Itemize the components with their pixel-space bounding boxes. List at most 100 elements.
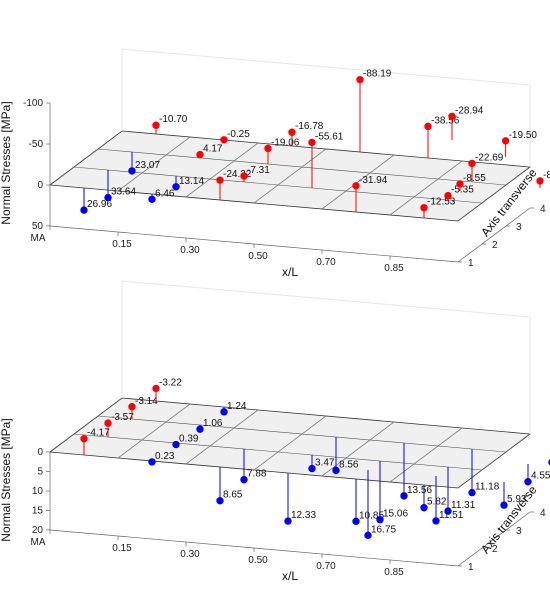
data-point [524, 478, 532, 486]
data-label: 1.06 [203, 418, 223, 429]
data-point [444, 191, 452, 200]
data-point [308, 138, 316, 147]
data-label: 0.39 [179, 434, 199, 445]
plane-grid-line-x [389, 427, 463, 483]
data-label: -38.56 [431, 115, 460, 126]
data-point [332, 466, 340, 475]
data-label: -8.59 [543, 170, 550, 181]
data-point [352, 182, 360, 190]
z-axis-title: Normal Stresses [MPa] [0, 418, 13, 541]
data-point [220, 408, 228, 416]
data-label: 16.75 [371, 524, 396, 535]
data-point [216, 176, 224, 184]
data-point [128, 403, 136, 411]
plane-grid-line-x [253, 148, 327, 204]
data-point [80, 206, 88, 214]
data-point [104, 193, 112, 202]
x-tick-label: 0.30 [180, 245, 200, 256]
data-label: 15.06 [383, 509, 408, 520]
plane-grid-line-y [73, 166, 483, 204]
x-axis-title: x/L [282, 265, 298, 279]
z-tick-label: 50 [32, 221, 44, 232]
data-label: -0.25 [227, 129, 250, 140]
data-point [148, 195, 156, 203]
data-label: -24.22 [223, 169, 252, 180]
data-label: 13.56 [407, 485, 432, 496]
data-label: 4.55 [531, 471, 550, 482]
z-tick-label: 0 [37, 180, 43, 191]
y-tick-label: 1 [468, 258, 474, 269]
plane-grid-line-y [97, 148, 507, 186]
y-tick-label: 1 [468, 562, 474, 573]
data-label: 11.51 [439, 510, 464, 521]
data-point [152, 121, 160, 129]
data-label: 4.17 [203, 144, 223, 155]
data-label: -3.22 [159, 377, 182, 388]
data-label: 5.82 [427, 497, 447, 508]
data-point [536, 177, 544, 185]
x-tick-label: 0.85 [384, 263, 404, 274]
y-tick-label: 4 [540, 204, 546, 215]
x-tick-label: 0.15 [112, 239, 132, 250]
data-point [216, 497, 224, 505]
data-label: -28.94 [455, 105, 484, 116]
x-tick-label: 0.70 [316, 257, 336, 268]
x-axis-line [49, 529, 459, 567]
y-tick-label: 2 [492, 544, 498, 555]
plane-grid-line-x [389, 160, 463, 216]
box-edge [121, 48, 531, 86]
z-tick-label: 5 [37, 467, 43, 478]
x-tick-label: 0.85 [384, 567, 404, 578]
data-point [104, 419, 112, 427]
data-label: 26.96 [87, 199, 112, 210]
data-point [468, 488, 476, 497]
data-label: -12.53 [427, 197, 456, 208]
data-point [308, 464, 316, 473]
plane-grid-line-y [73, 433, 483, 471]
data-point [444, 507, 452, 515]
y-tick-label: 3 [516, 222, 522, 233]
data-point [456, 180, 464, 188]
data-label: -31.94 [359, 175, 388, 186]
data-label: 1.24 [227, 401, 247, 412]
data-label: -16.78 [295, 121, 324, 132]
data-label: -4.17 [87, 428, 110, 439]
data-point [420, 204, 428, 212]
data-label: 8.56 [339, 459, 359, 470]
plane-grid-line-x [117, 136, 191, 192]
z-tick-label: 0 [37, 447, 43, 458]
x-tick-label: 0.15 [112, 543, 132, 554]
data-point [80, 435, 88, 443]
data-label: 3.47 [315, 458, 335, 469]
data-point [364, 531, 372, 540]
data-point [468, 159, 476, 168]
data-point [152, 384, 160, 393]
z-tick-label: -50 [29, 139, 44, 150]
z-axis-title: Normal Stresses [MPa] [0, 101, 13, 224]
data-point [196, 150, 204, 159]
data-label: 5.93 [507, 494, 527, 505]
y-axis-line [457, 207, 531, 263]
z-tick-label: -100 [23, 98, 43, 109]
data-label: 11.31 [451, 500, 476, 511]
data-label: -19.06 [271, 137, 300, 148]
z-tick-label: 15 [32, 506, 44, 517]
plane-grid-line-y [97, 415, 507, 453]
data-label: 11.18 [475, 482, 500, 493]
data-point [448, 112, 456, 120]
plane-grid-line-x [321, 421, 395, 477]
data-point [240, 476, 248, 484]
plane-grid-line-x [185, 409, 259, 465]
plane-grid-line-x [185, 142, 259, 198]
data-point [500, 501, 508, 509]
x-tick-label: 0.50 [248, 555, 268, 566]
data-label: 8.65 [223, 490, 243, 501]
y-axis-line [457, 511, 531, 567]
data-label: 12.33 [291, 510, 316, 521]
z-tick-label: 10 [32, 486, 44, 497]
x-axis-title: x/L [282, 569, 298, 583]
data-label: -55.61 [315, 131, 344, 142]
data-label: 7.88 [247, 469, 267, 480]
